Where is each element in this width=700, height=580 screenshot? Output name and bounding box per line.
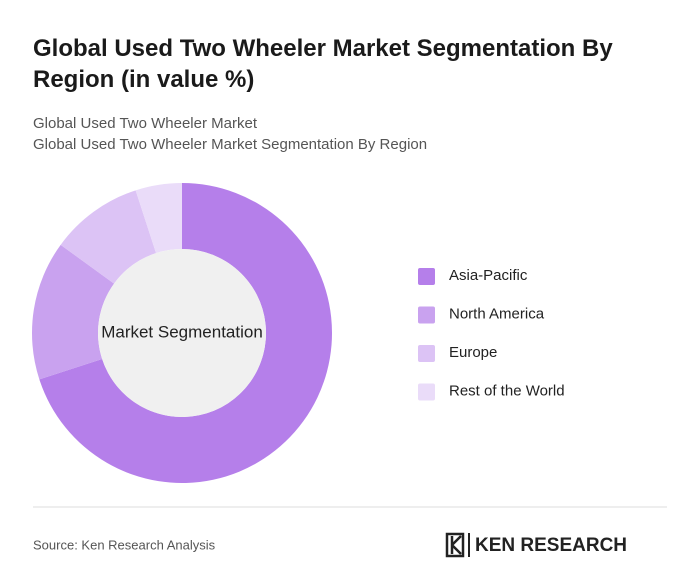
legend-label: Asia-Pacific	[449, 267, 528, 284]
donut-slice	[135, 183, 182, 254]
legend-swatch	[418, 345, 435, 362]
subtitle: Global Used Two Wheeler Market	[33, 115, 258, 132]
title-line: Global Used Two Wheeler Market Segmentat…	[33, 35, 613, 62]
donut-slice	[60, 190, 157, 284]
legend-label: Europe	[449, 344, 497, 361]
donut-slice	[32, 244, 115, 380]
legend-swatch	[418, 268, 435, 285]
legend-swatch	[418, 306, 435, 324]
source: Source: Ken Research Analysis	[33, 537, 216, 552]
legend-label: North America	[449, 305, 545, 322]
chart-title: Global Used Two Wheeler Market Segmentat…	[33, 35, 613, 93]
center-label: Market Segmentation	[101, 322, 263, 341]
donut-slice	[39, 183, 332, 483]
logo: KEN RESEARCH	[475, 535, 627, 556]
logo-icon	[445, 532, 470, 558]
legend-label: Rest of the World	[449, 382, 565, 399]
legend-swatch	[418, 383, 435, 401]
subtitle: Global Used Two Wheeler Market Segmentat…	[33, 136, 427, 153]
title-line: Region (in value %)	[33, 66, 254, 93]
donut-center	[98, 249, 266, 417]
